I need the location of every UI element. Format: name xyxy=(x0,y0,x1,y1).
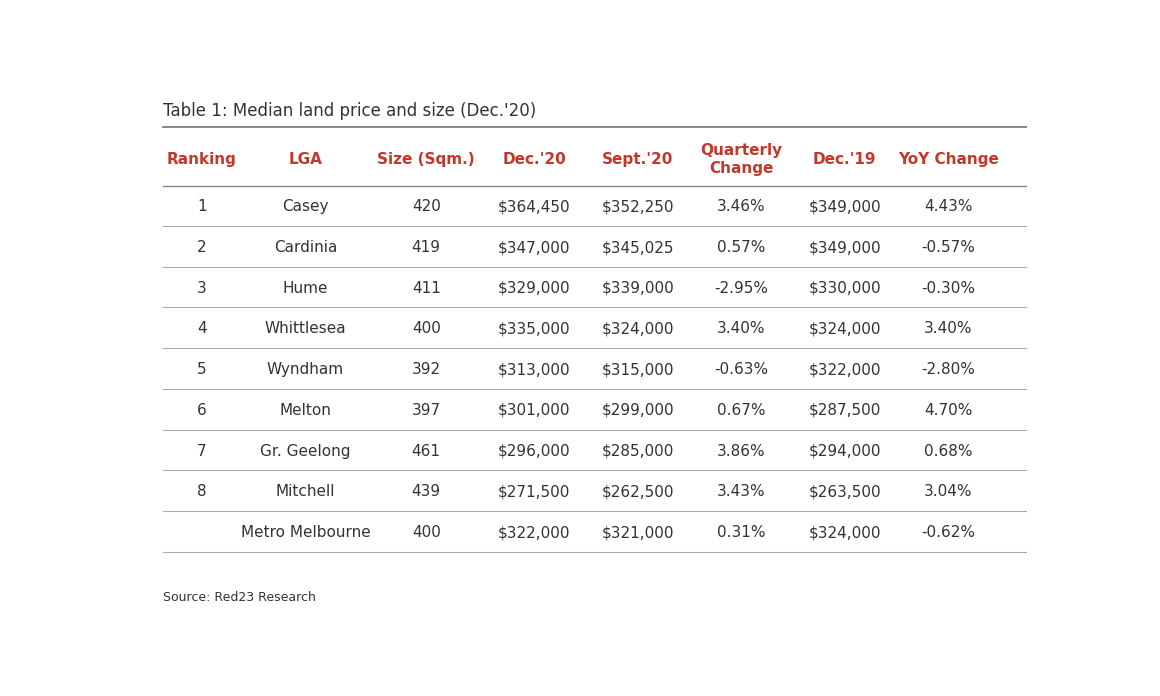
Text: $271,500: $271,500 xyxy=(498,484,571,500)
Text: 3.86%: 3.86% xyxy=(717,443,766,459)
Text: Whittlesea: Whittlesea xyxy=(264,322,346,336)
Text: YoY Change: YoY Change xyxy=(898,152,999,167)
Text: $322,000: $322,000 xyxy=(809,362,882,377)
Text: 8: 8 xyxy=(197,484,206,500)
Text: $262,500: $262,500 xyxy=(601,484,674,500)
Text: 397: 397 xyxy=(412,403,441,418)
Text: $324,000: $324,000 xyxy=(601,322,674,336)
Text: 392: 392 xyxy=(412,362,441,377)
Text: 461: 461 xyxy=(412,443,441,459)
Text: -2.80%: -2.80% xyxy=(921,362,976,377)
Text: $294,000: $294,000 xyxy=(809,443,882,459)
Text: 400: 400 xyxy=(412,525,441,540)
Text: $287,500: $287,500 xyxy=(809,403,880,418)
Text: $315,000: $315,000 xyxy=(601,362,674,377)
Text: -2.95%: -2.95% xyxy=(715,280,768,296)
Text: 420: 420 xyxy=(412,199,441,214)
Text: Mitchell: Mitchell xyxy=(276,484,335,500)
Text: 3.40%: 3.40% xyxy=(925,322,972,336)
Text: 400: 400 xyxy=(412,322,441,336)
Text: 3.43%: 3.43% xyxy=(717,484,766,500)
Text: 7: 7 xyxy=(197,443,206,459)
Text: 411: 411 xyxy=(412,280,441,296)
Text: 0.57%: 0.57% xyxy=(717,240,766,255)
Text: $345,025: $345,025 xyxy=(601,240,674,255)
Text: $364,450: $364,450 xyxy=(498,199,571,214)
Text: -0.30%: -0.30% xyxy=(921,280,976,296)
Text: Cardinia: Cardinia xyxy=(274,240,338,255)
Text: Gr. Geelong: Gr. Geelong xyxy=(260,443,350,459)
Text: 3: 3 xyxy=(197,280,206,296)
Text: $324,000: $324,000 xyxy=(809,525,882,540)
Text: $349,000: $349,000 xyxy=(809,240,882,255)
Text: 439: 439 xyxy=(412,484,441,500)
Text: 2: 2 xyxy=(197,240,206,255)
Text: $330,000: $330,000 xyxy=(809,280,882,296)
Text: $324,000: $324,000 xyxy=(809,322,882,336)
Text: Casey: Casey xyxy=(282,199,328,214)
Text: 3.46%: 3.46% xyxy=(717,199,766,214)
Text: $352,250: $352,250 xyxy=(601,199,674,214)
Text: $335,000: $335,000 xyxy=(498,322,571,336)
Text: Quarterly
Change: Quarterly Change xyxy=(701,143,782,176)
Text: 1: 1 xyxy=(197,199,206,214)
Text: $301,000: $301,000 xyxy=(498,403,571,418)
Text: Hume: Hume xyxy=(283,280,328,296)
Text: Dec.'20: Dec.'20 xyxy=(502,152,566,167)
Text: 4.70%: 4.70% xyxy=(925,403,972,418)
Text: $313,000: $313,000 xyxy=(498,362,571,377)
Text: 5: 5 xyxy=(197,362,206,377)
Text: 0.67%: 0.67% xyxy=(717,403,766,418)
Text: LGA: LGA xyxy=(289,152,322,167)
Text: Source: Red23 Research: Source: Red23 Research xyxy=(162,592,316,604)
Text: -0.57%: -0.57% xyxy=(921,240,976,255)
Text: Wyndham: Wyndham xyxy=(267,362,345,377)
Text: Dec.'19: Dec.'19 xyxy=(813,152,877,167)
Text: 419: 419 xyxy=(412,240,441,255)
Text: 4: 4 xyxy=(197,322,206,336)
Text: Table 1: Median land price and size (Dec.'20): Table 1: Median land price and size (Dec… xyxy=(162,102,536,120)
Text: $347,000: $347,000 xyxy=(498,240,571,255)
Text: $339,000: $339,000 xyxy=(601,280,674,296)
Text: Size (Sqm.): Size (Sqm.) xyxy=(377,152,474,167)
Text: Ranking: Ranking xyxy=(167,152,237,167)
Text: $349,000: $349,000 xyxy=(809,199,882,214)
Text: Metro Melbourne: Metro Melbourne xyxy=(240,525,370,540)
Text: -0.63%: -0.63% xyxy=(715,362,768,377)
Text: $296,000: $296,000 xyxy=(498,443,571,459)
Text: Melton: Melton xyxy=(280,403,332,418)
Text: -0.62%: -0.62% xyxy=(921,525,976,540)
Text: 0.31%: 0.31% xyxy=(717,525,766,540)
Text: $322,000: $322,000 xyxy=(498,525,571,540)
Text: $285,000: $285,000 xyxy=(602,443,674,459)
Text: 0.68%: 0.68% xyxy=(925,443,972,459)
Text: 3.04%: 3.04% xyxy=(925,484,972,500)
Text: $329,000: $329,000 xyxy=(498,280,571,296)
Text: $321,000: $321,000 xyxy=(601,525,674,540)
Text: Sept.'20: Sept.'20 xyxy=(602,152,673,167)
Text: $263,500: $263,500 xyxy=(809,484,882,500)
Text: 6: 6 xyxy=(197,403,206,418)
Text: $299,000: $299,000 xyxy=(601,403,674,418)
Text: 4.43%: 4.43% xyxy=(925,199,972,214)
Text: 3.40%: 3.40% xyxy=(717,322,766,336)
